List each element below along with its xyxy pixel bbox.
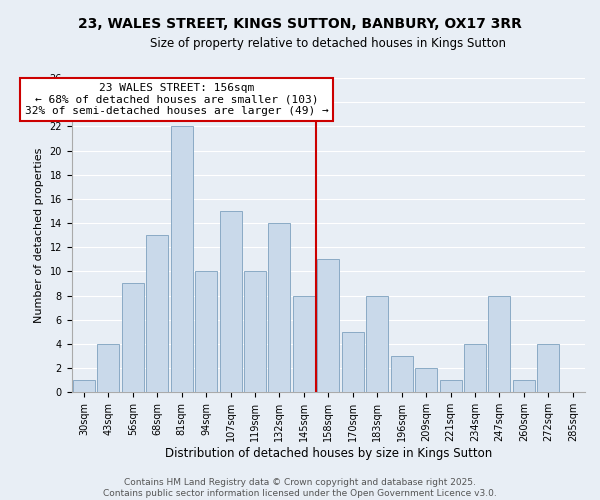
X-axis label: Distribution of detached houses by size in Kings Sutton: Distribution of detached houses by size …: [165, 447, 492, 460]
Bar: [146, 235, 168, 392]
Bar: [293, 296, 315, 392]
Bar: [122, 284, 144, 392]
Bar: [244, 272, 266, 392]
Bar: [317, 260, 340, 392]
Bar: [391, 356, 413, 392]
Bar: [440, 380, 461, 392]
Bar: [268, 223, 290, 392]
Bar: [366, 296, 388, 392]
Text: 23 WALES STREET: 156sqm
← 68% of detached houses are smaller (103)
32% of semi-d: 23 WALES STREET: 156sqm ← 68% of detache…: [25, 83, 329, 116]
Bar: [342, 332, 364, 392]
Bar: [97, 344, 119, 392]
Bar: [513, 380, 535, 392]
Bar: [415, 368, 437, 392]
Text: 23, WALES STREET, KINGS SUTTON, BANBURY, OX17 3RR: 23, WALES STREET, KINGS SUTTON, BANBURY,…: [78, 18, 522, 32]
Bar: [464, 344, 486, 392]
Bar: [73, 380, 95, 392]
Bar: [220, 211, 242, 392]
Bar: [538, 344, 559, 392]
Y-axis label: Number of detached properties: Number of detached properties: [34, 148, 44, 323]
Title: Size of property relative to detached houses in Kings Sutton: Size of property relative to detached ho…: [151, 38, 506, 51]
Bar: [170, 126, 193, 392]
Text: Contains HM Land Registry data © Crown copyright and database right 2025.
Contai: Contains HM Land Registry data © Crown c…: [103, 478, 497, 498]
Bar: [195, 272, 217, 392]
Bar: [488, 296, 511, 392]
